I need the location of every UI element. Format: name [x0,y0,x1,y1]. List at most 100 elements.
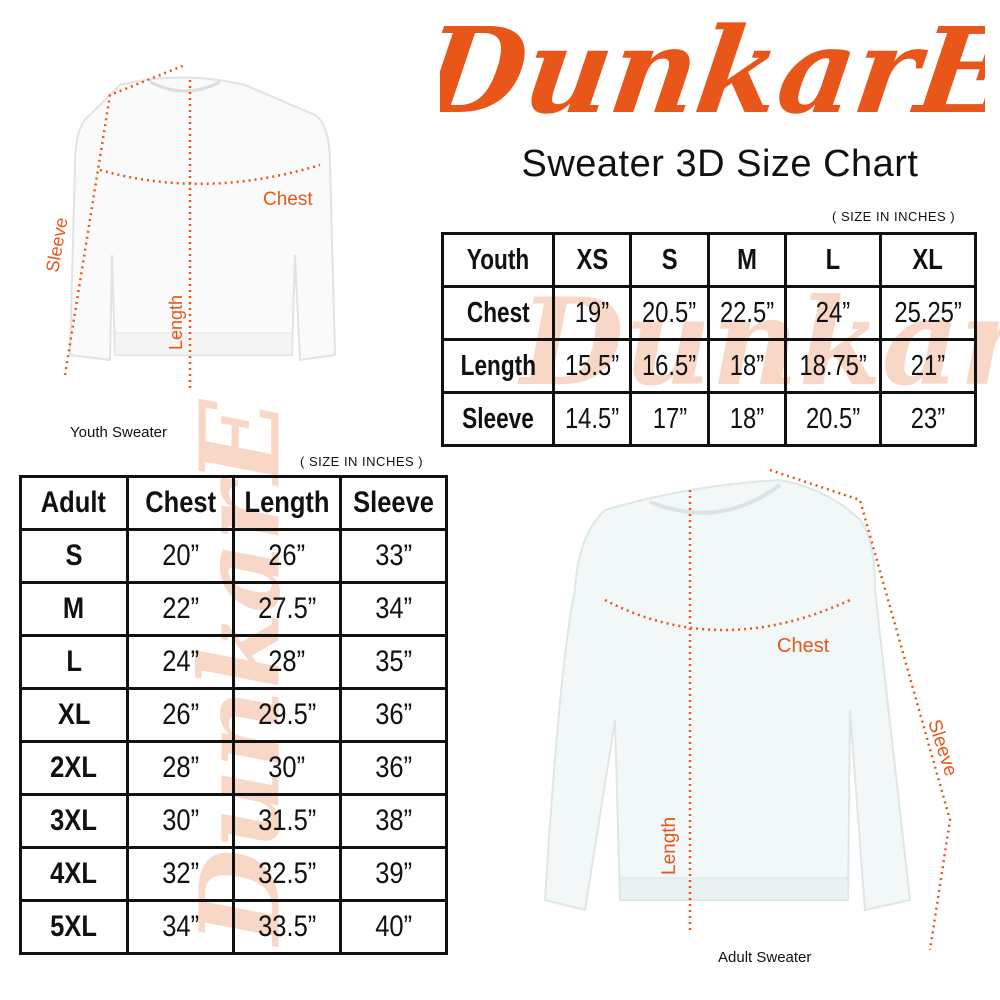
table-cell: 4XL [19,846,129,902]
cell: 18” [729,402,764,435]
table-cell: 21” [878,338,978,394]
table-cell: 29.5” [232,687,342,743]
adult-sweater-diagram: Chest Length Sleeve [543,468,961,950]
table-cell: 32” [125,846,235,902]
cell: 32.5” [257,857,316,890]
table-cell: 16.5” [629,338,710,394]
adult-size-table: Adult Chest Length Sleeve S 20” 26” 33” M 22… [19,475,448,955]
header-cell: XS [576,243,609,276]
table-row: Chest 19” 20.5” 22.5” 24” 25.25” [440,285,978,341]
table-cell: 22.5” [706,285,787,341]
row-label: S [65,539,83,572]
table-row: 4XL 32” 32.5” 39” [19,846,448,902]
table-cell: 5XL [19,899,129,955]
row-label: Length [460,349,536,382]
table-cell: Sleeve [338,475,448,531]
header-cell: M [736,243,757,276]
cell: 38” [374,804,412,837]
table-cell: XL [19,687,129,743]
adult-caption: Adult Sweater [718,949,812,966]
table-cell: 24” [125,634,235,690]
table-cell: 20” [125,528,235,584]
row-label: 4XL [50,857,98,890]
chest-label: Chest [777,635,830,657]
table-cell: XS [552,232,633,288]
row-label: L [65,645,82,678]
youth-sweater-diagram: Chest Length Sleeve [42,63,337,390]
cell: 39” [374,857,412,890]
length-label: Length [659,817,680,875]
cell: 24” [161,645,199,678]
table-header-row: Youth XS S M L XL [440,232,978,288]
table-cell: M [19,581,129,637]
table-cell: L [783,232,882,288]
header-cell: XL [912,243,944,276]
table-row: Sleeve 14.5” 17” 18” 20.5” 23” [440,391,978,447]
row-label: M [63,592,85,625]
table-cell: 22” [125,581,235,637]
header-cell: Length [244,486,330,519]
cell: 17” [652,402,687,435]
table-cell: 15.5” [552,338,633,394]
table-cell: 38” [338,793,448,849]
cell: 20.5” [805,402,860,435]
cell: 14.5” [565,402,620,435]
cell: 16.5” [642,349,697,382]
cell: 28” [161,751,199,784]
cell: 33.5” [257,910,316,943]
cell: 21” [910,349,946,382]
table-cell: 25.25” [878,285,978,341]
table-cell: 33” [338,528,448,584]
table-cell: 20.5” [629,285,710,341]
table-cell: L [19,634,129,690]
cell: 22.5” [719,296,774,329]
cell: 22” [161,592,199,625]
cell: 19” [575,296,610,329]
table-cell: 2XL [19,740,129,796]
table-cell: 19” [552,285,633,341]
table-cell: 18” [706,391,787,447]
cell: 28” [268,645,306,678]
row-label: Sleeve [462,402,534,435]
cell: 35” [374,645,412,678]
table-cell: 34” [338,581,448,637]
cell: 36” [374,751,412,784]
table-cell: 36” [338,740,448,796]
header-cell: Sleeve [352,486,434,519]
table-row: 2XL 28” 30” 36” [19,740,448,796]
cell: 33” [374,539,412,572]
table-cell: 28” [232,634,342,690]
table-row: S 20” 26” 33” [19,528,448,584]
sleeve-label: Sleeve [923,717,961,779]
table-cell: 26” [125,687,235,743]
table-row: 5XL 34” 33.5” 40” [19,899,448,955]
table-cell: 30” [125,793,235,849]
chest-measure-line [99,163,321,186]
header-cell: Chest [144,486,216,519]
cell: 30” [268,751,306,784]
cell: 20.5” [642,296,697,329]
cell: 32” [161,857,199,890]
cell: 18” [729,349,764,382]
table-cell: M [706,232,787,288]
table-cell: 34” [125,899,235,955]
table-cell: 14.5” [552,391,633,447]
cell: 24” [815,296,850,329]
table-row: M 22” 27.5” 34” [19,581,448,637]
header-cell: Adult [41,486,107,519]
sleeve-label: Sleeve [42,216,71,274]
table-cell: 28” [125,740,235,796]
table-cell: Youth [440,232,556,288]
table-row: 3XL 30” 31.5” 38” [19,793,448,849]
table-cell: Length [440,338,556,394]
table-cell: 30” [232,740,342,796]
youth-caption: Youth Sweater [70,424,168,441]
table-row: XL 26” 29.5” 36” [19,687,448,743]
cell: 26” [161,698,199,731]
table-cell: 27.5” [232,581,342,637]
sleeve-measure-line [769,468,952,950]
table-cell: 35” [338,634,448,690]
cell: 40” [374,910,412,943]
youth-units-note: ( SIZE IN INCHES ) [832,209,956,224]
table-cell: 17” [629,391,710,447]
